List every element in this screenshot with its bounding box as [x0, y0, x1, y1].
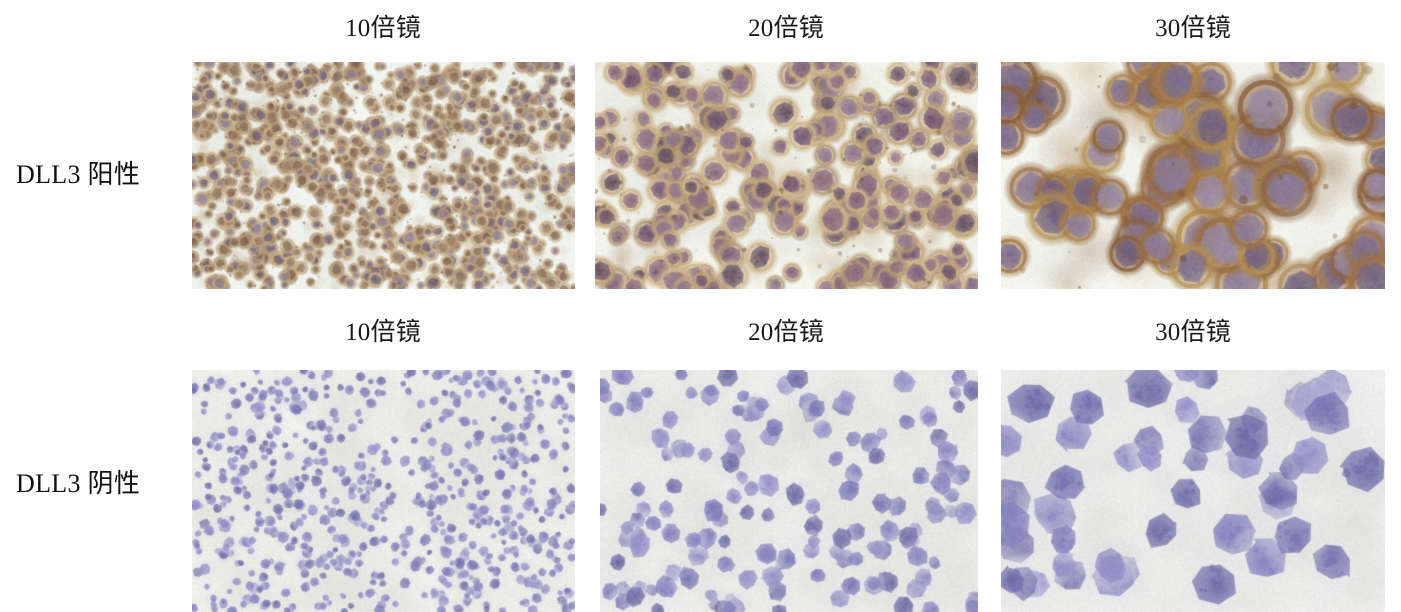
micrograph-negative-10x	[192, 370, 575, 612]
micrograph-negative-20x	[600, 370, 978, 612]
micrograph-canvas-positive-20x	[595, 62, 978, 289]
column-header-30x-bottom: 30倍镜	[1155, 319, 1231, 346]
column-header-10x-top: 10倍镜	[345, 15, 421, 42]
micrograph-negative-30x	[1001, 370, 1385, 612]
micrograph-canvas-negative-20x	[600, 370, 978, 612]
micrograph-canvas-negative-10x	[192, 370, 575, 612]
column-header-20x-top: 20倍镜	[748, 15, 824, 42]
micrograph-positive-20x	[595, 62, 978, 289]
micrograph-canvas-positive-30x	[1001, 62, 1385, 289]
row-label-dll3-negative: DLL3 阴性	[16, 469, 141, 498]
column-header-10x-bottom: 10倍镜	[345, 319, 421, 346]
micrograph-canvas-negative-30x	[1001, 370, 1385, 612]
column-header-20x-bottom: 20倍镜	[748, 319, 824, 346]
micrograph-positive-10x	[192, 62, 575, 289]
column-header-30x-top: 30倍镜	[1155, 15, 1231, 42]
row-label-dll3-positive: DLL3 阳性	[16, 160, 141, 189]
micrograph-canvas-positive-10x	[192, 62, 575, 289]
micrograph-positive-30x	[1001, 62, 1385, 289]
